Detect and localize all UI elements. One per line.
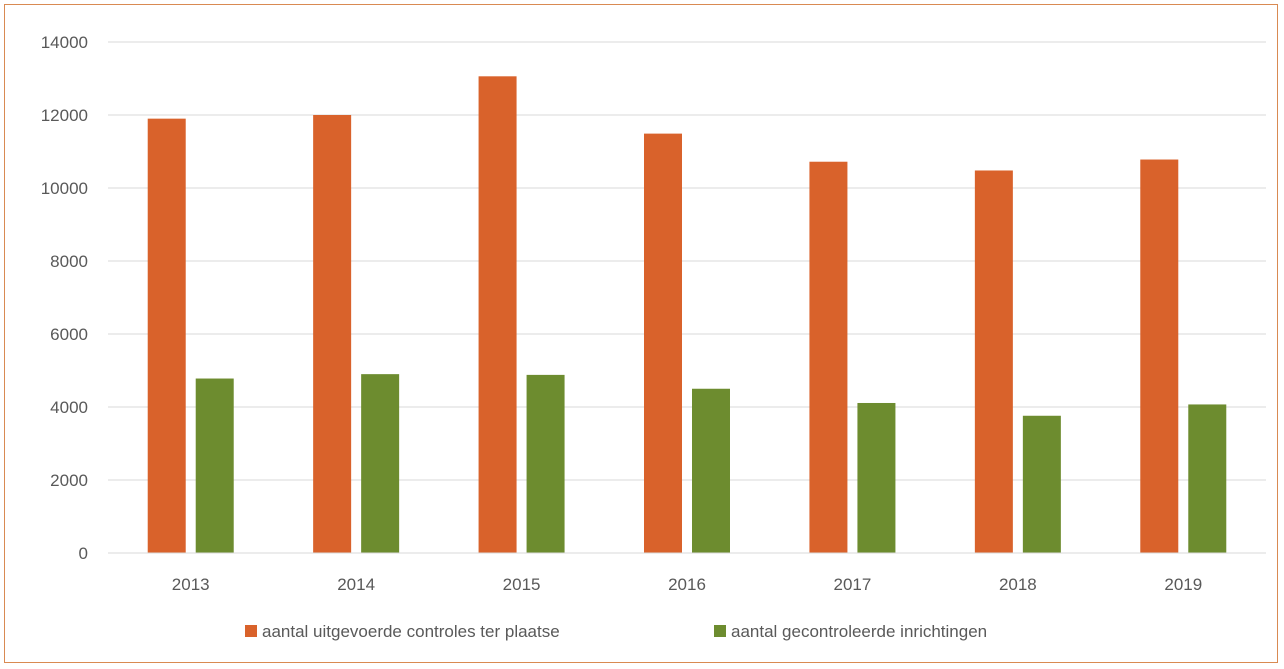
bar-series-0-2017 [809,161,848,553]
bar-series-1-2013 [195,378,234,553]
bar-series-0-2013 [147,118,186,554]
y-tick-label: 4000 [50,398,88,417]
legend-swatch-0 [245,625,257,637]
x-tick-label: 2014 [337,575,375,594]
x-tick-label: 2017 [834,575,872,594]
x-axis-ticks: 2013 2014 2015 2016 2017 2018 2019 [172,575,1202,594]
bar-series-1-2017 [857,402,896,553]
bar-series-0-2019 [1140,159,1179,553]
bars [147,76,1227,554]
bar-series-1-2015 [526,374,565,553]
y-tick-label: 2000 [50,471,88,490]
y-tick-label: 0 [79,544,88,563]
legend: aantal uitgevoerde controles ter plaatse… [245,622,987,641]
y-tick-label: 8000 [50,252,88,271]
bar-series-0-2014 [313,115,352,553]
bar-series-1-2019 [1188,404,1227,553]
y-tick-label: 6000 [50,325,88,344]
x-tick-label: 2015 [503,575,541,594]
bar-series-0-2015 [478,76,517,553]
chart-frame [4,4,1278,663]
x-tick-label: 2016 [668,575,706,594]
bar-series-1-2014 [361,374,400,553]
gridlines [108,41,1266,481]
legend-label-0: aantal uitgevoerde controles ter plaatse [262,622,560,641]
y-tick-label: 14000 [41,33,88,52]
bar-series-0-2018 [974,170,1013,554]
bar-series-1-2018 [1022,415,1061,553]
legend-label-1: aantal gecontroleerde inrichtingen [731,622,987,641]
y-tick-label: 12000 [41,106,88,125]
bar-series-0-2016 [644,133,682,554]
y-axis-ticks: 0 2000 4000 6000 8000 10000 12000 14000 [41,33,88,563]
y-tick-label: 10000 [41,179,88,198]
bar-series-1-2016 [692,388,730,553]
x-tick-label: 2019 [1164,575,1202,594]
x-tick-label: 2018 [999,575,1037,594]
x-tick-label: 2013 [172,575,210,594]
legend-swatch-1 [714,625,726,637]
